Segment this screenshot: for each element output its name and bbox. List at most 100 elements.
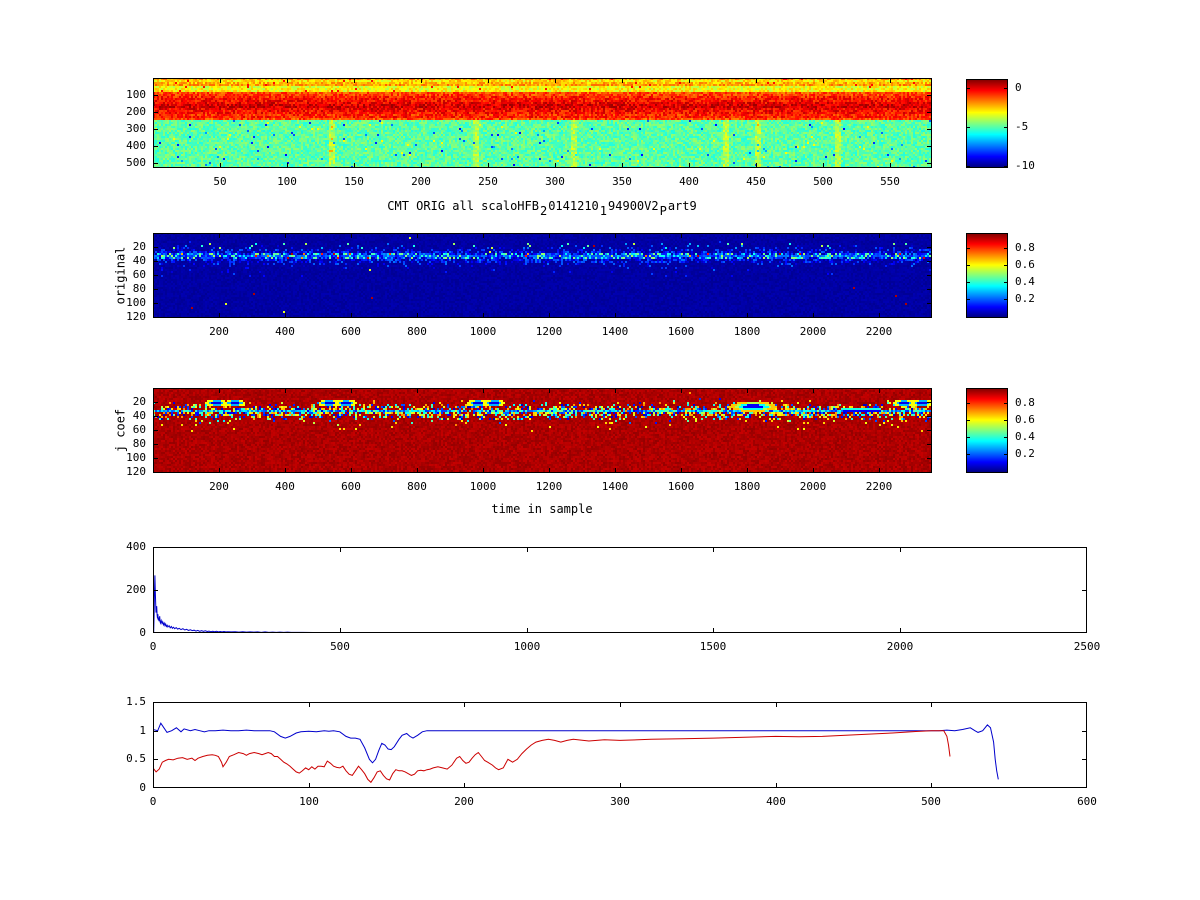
- y-tick-label: 100: [126, 296, 146, 309]
- plot-spectrogram: [153, 78, 932, 168]
- ratio-series-1: [153, 730, 951, 784]
- x-tick-label: 1200: [535, 480, 563, 493]
- title-subscript: P: [659, 204, 667, 218]
- axes-box: [153, 233, 932, 318]
- title-subscript: 1: [599, 204, 608, 218]
- y-tick-label: 20: [132, 395, 146, 408]
- y-tick-label: 40: [132, 254, 146, 267]
- x-tick-label: 1400: [601, 480, 629, 493]
- x-tick-label: 1000: [469, 325, 497, 338]
- title-segment: CMT ORIG all scaloHFB: [387, 199, 539, 213]
- colorbar-box: [966, 388, 1008, 473]
- x-tick-label: 2200: [865, 325, 893, 338]
- colorbar-original: [966, 233, 1008, 318]
- axes-box: [153, 388, 932, 473]
- x-tick-label: 450: [746, 175, 766, 188]
- x-tick-label: 100: [299, 795, 319, 808]
- x-tick-label: 100: [277, 175, 297, 188]
- y-tick-label: 300: [126, 122, 146, 135]
- colorbar-jcoef: [966, 388, 1008, 473]
- y-tick-label: 100: [126, 451, 146, 464]
- colorbar-tick-label: 0.4: [1015, 275, 1035, 288]
- y-tick-label: 400: [126, 139, 146, 152]
- x-tick-label: 400: [679, 175, 699, 188]
- x-axis-label-time-in-sample: time in sample: [491, 502, 593, 516]
- colorbar-tick-label: 0.2: [1015, 292, 1035, 305]
- x-tick-label: 2000: [799, 480, 827, 493]
- y-tick-label: 0: [139, 781, 146, 794]
- y-tick-label: 0: [139, 626, 146, 639]
- title-segment: art9: [667, 199, 697, 213]
- plot-energy: [153, 547, 1087, 633]
- colorbar-tick-label: 0.6: [1015, 258, 1035, 271]
- axes-box: [153, 547, 1087, 633]
- spectrogram-colorbar-canvas: [966, 79, 1008, 168]
- colorbar-tick-label: 0.4: [1015, 430, 1035, 443]
- x-tick-label: 200: [209, 325, 229, 338]
- colorbar-tick-label: 0.8: [1015, 396, 1035, 409]
- y-tick-label: 40: [132, 409, 146, 422]
- y-tick-label: 120: [126, 465, 146, 478]
- x-tick-label: 550: [880, 175, 900, 188]
- plot-original: [153, 233, 932, 318]
- x-tick-label: 2200: [865, 480, 893, 493]
- x-tick-label: 400: [766, 795, 786, 808]
- colorbar-tick-label: 0: [1015, 81, 1022, 94]
- x-tick-label: 0: [149, 795, 157, 808]
- x-tick-label: 500: [330, 640, 350, 653]
- x-tick-label: 1200: [535, 325, 563, 338]
- x-tick-label: 2000: [799, 325, 827, 338]
- x-tick-label: 150: [344, 175, 364, 188]
- x-tick-label: 0: [149, 640, 157, 653]
- x-tick-label: 600: [341, 480, 361, 493]
- x-tick-label: 1000: [513, 640, 541, 653]
- plot-title: CMT ORIG all scaloHFB20141210194900V2Par…: [342, 199, 742, 218]
- x-tick-label: 500: [813, 175, 833, 188]
- x-tick-label: 1600: [667, 325, 695, 338]
- x-tick-label: 800: [407, 480, 427, 493]
- x-tick-label: 350: [612, 175, 632, 188]
- x-tick-label: 1500: [699, 640, 727, 653]
- y-tick-label: 60: [132, 268, 146, 281]
- colorbar-tick-label: 0.2: [1015, 447, 1035, 460]
- axes-box: [153, 78, 932, 168]
- y-tick-label: 60: [132, 423, 146, 436]
- x-tick-label: 200: [209, 480, 229, 493]
- title-segment: 94900V2: [608, 199, 659, 213]
- x-tick-label: 500: [921, 795, 941, 808]
- spectrogram-heatmap-canvas: [153, 78, 932, 168]
- x-tick-label: 1000: [469, 480, 497, 493]
- colorbar-spectrogram: [966, 79, 1008, 168]
- original-heatmap-canvas: [153, 233, 932, 318]
- y-tick-label: 80: [132, 282, 146, 295]
- x-tick-label: 200: [454, 795, 474, 808]
- jcoef-heatmap-canvas: [153, 388, 932, 473]
- colorbar-box: [966, 233, 1008, 318]
- y-tick-label: 200: [126, 583, 146, 596]
- y-tick-label: 120: [126, 310, 146, 323]
- plot-jcoef: [153, 388, 932, 473]
- x-tick-label: 300: [545, 175, 565, 188]
- x-tick-label: 2500: [1073, 640, 1101, 653]
- y-tick-label: 1.5: [126, 695, 146, 708]
- x-tick-label: 250: [478, 175, 498, 188]
- y-tick-label: 400: [126, 540, 146, 553]
- x-tick-label: 600: [341, 325, 361, 338]
- jcoef-colorbar-canvas: [966, 388, 1008, 473]
- colorbar-tick-label: 0.8: [1015, 241, 1035, 254]
- title-segment: 0141210: [548, 199, 599, 213]
- colorbar-tick-label: -5: [1015, 120, 1029, 133]
- axes-box: [153, 702, 1087, 788]
- y-tick-label: 200: [126, 105, 146, 118]
- x-tick-label: 600: [1077, 795, 1097, 808]
- y-tick-label: 80: [132, 437, 146, 450]
- x-tick-label: 400: [275, 325, 295, 338]
- x-tick-label: 1800: [733, 480, 761, 493]
- colorbar-tick-label: -10: [1015, 159, 1035, 172]
- x-tick-label: 50: [213, 175, 227, 188]
- x-tick-label: 2000: [886, 640, 914, 653]
- x-tick-label: 400: [275, 480, 295, 493]
- title-subscript: 2: [539, 204, 548, 218]
- y-tick-label: 1: [139, 724, 146, 737]
